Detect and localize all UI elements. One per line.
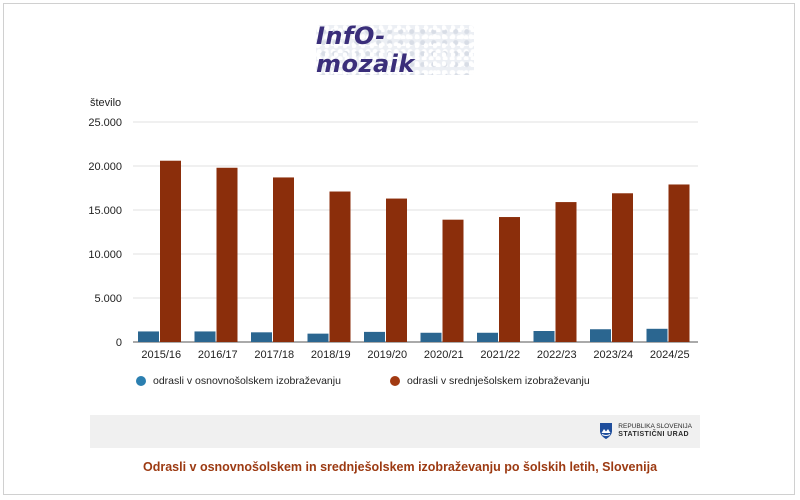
bar-secondary — [329, 191, 351, 342]
x-tick-label: 2015/16 — [141, 349, 181, 361]
y-tick-label: 25.000 — [88, 117, 122, 129]
legend-label-secondary: odrasli v srednješolskem izobraževanju — [407, 375, 590, 387]
bar-basic — [590, 329, 611, 342]
x-tick-label: 2017/18 — [254, 349, 294, 361]
chart-caption: Odrasli v osnovnošolskem in srednješolsk… — [142, 460, 658, 474]
x-tick-label: 2024/25 — [650, 349, 690, 361]
sursi-line2: STATISTIČNI URAD — [618, 431, 689, 438]
x-tick-label: 2018/19 — [311, 349, 351, 361]
bar-basic — [194, 331, 216, 342]
bar-secondary — [499, 217, 520, 342]
bar-secondary — [386, 198, 407, 342]
y-axis-label: število — [90, 97, 121, 109]
x-tick-label: 2020/21 — [424, 349, 464, 361]
x-tick-label: 2022/23 — [537, 349, 577, 361]
y-tick-label: 20.000 — [88, 161, 122, 173]
image-frame — [3, 3, 795, 495]
sursi-text: REPUBLIKA SLOVENIJA STATISTIČNI URAD — [618, 423, 692, 439]
legend-dot-secondary — [390, 376, 400, 386]
bar-secondary — [216, 167, 238, 342]
bar-basic — [138, 331, 159, 342]
legend-dot-basic — [136, 376, 146, 386]
y-tick-label: 15.000 — [88, 205, 122, 217]
bar-secondary — [612, 193, 633, 342]
logo-text: InfO-mozaik — [316, 22, 415, 78]
legend-item-secondary: odrasli v srednješolskem izobraževanju — [390, 375, 590, 387]
bar-basic — [420, 332, 442, 342]
bar-secondary — [442, 219, 464, 342]
footer-bar: REPUBLIKA SLOVENIJA STATISTIČNI URAD — [90, 415, 700, 448]
bar-basic — [646, 328, 668, 342]
bar-secondary — [555, 202, 577, 342]
bar-secondary — [273, 177, 294, 342]
bar-basic — [477, 332, 498, 342]
y-tick-label: 5.000 — [94, 293, 122, 305]
legend-item-basic: odrasli v osnovnošolskem izobraževanju — [136, 375, 341, 387]
x-tick-label: 2021/22 — [480, 349, 520, 361]
sursi-line1: REPUBLIKA SLOVENIJA — [618, 423, 692, 430]
x-tick-label: 2016/17 — [198, 349, 238, 361]
y-tick-label: 0 — [116, 337, 122, 349]
bar-secondary — [668, 184, 690, 342]
y-tick-label: 10.000 — [88, 249, 122, 261]
x-tick-label: 2023/24 — [593, 349, 633, 361]
bar-basic — [364, 331, 385, 342]
chart-legend: odrasli v osnovnošolskem izobraževanju o… — [0, 375, 800, 395]
legend-label-basic: odrasli v osnovnošolskem izobraževanju — [153, 375, 341, 387]
slovenia-shield-icon — [600, 423, 613, 439]
bar-secondary — [160, 160, 181, 342]
info-mozaik-logo: InfO-mozaik — [316, 22, 474, 78]
x-tick-label: 2019/20 — [367, 349, 407, 361]
bar-basic — [307, 333, 329, 342]
sursi-logo: REPUBLIKA SLOVENIJA STATISTIČNI URAD — [599, 422, 692, 440]
bar-basic — [251, 332, 272, 342]
bar-basic — [533, 331, 555, 342]
